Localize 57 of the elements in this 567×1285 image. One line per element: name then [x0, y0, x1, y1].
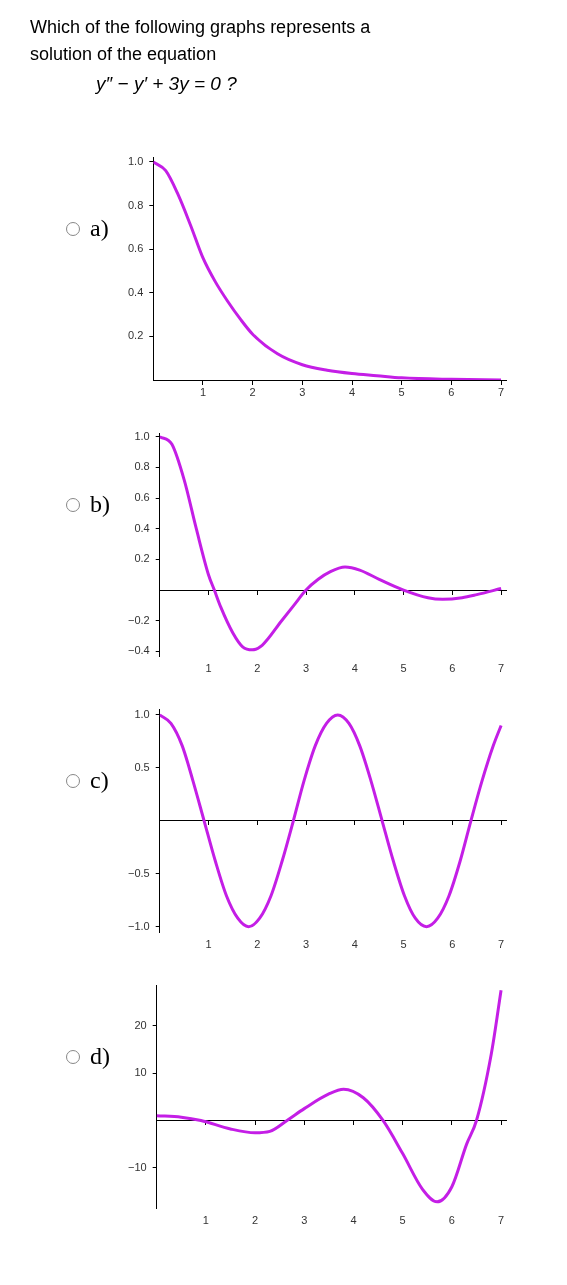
x-tick-label: 4: [350, 1213, 357, 1226]
y-tick-label: 0.2: [127, 329, 144, 342]
y-tick-label: −0.4: [128, 644, 150, 657]
line-series: [159, 435, 503, 652]
x-tick-label: 1: [199, 385, 207, 398]
x-tick-label: 2: [254, 937, 261, 950]
x-tick-label: 5: [399, 1213, 406, 1226]
y-tick-label: −1.0: [128, 919, 150, 932]
x-tick-label: 6: [448, 385, 455, 398]
x-tick-label: 1: [202, 1213, 209, 1226]
y-tick-label: 0.6: [134, 491, 150, 504]
x-tick-label: 3: [301, 1213, 308, 1226]
x-tick-label: 5: [398, 385, 405, 398]
x-tick-label: 1: [205, 937, 212, 950]
chart-subtitle: y″ − y′ + 3y = 0 ?: [96, 72, 238, 96]
y-tick-label: 0.2: [134, 552, 150, 565]
x-tick-label: 3: [299, 385, 306, 398]
y-tick-label: 0.8: [127, 198, 144, 211]
x-tick-label: 2: [254, 661, 261, 674]
x-tick-label: 6: [449, 661, 456, 674]
y-tick-label: 0.6: [127, 242, 144, 255]
x-tick-label: 7: [497, 385, 505, 398]
text: c): [90, 767, 109, 794]
text: a): [90, 215, 109, 242]
line-series: [159, 713, 503, 929]
y-tick-label: 10: [134, 1066, 147, 1079]
y-tick-label: 1.0: [127, 154, 144, 167]
y-tick-label: 1.0: [134, 707, 150, 720]
x-tick-label: 7: [498, 661, 505, 674]
x-tick-label: 4: [351, 661, 358, 674]
x-tick-label: 2: [252, 1213, 259, 1226]
x-tick-label: 6: [448, 1213, 455, 1226]
y-tick-label: −10: [127, 1160, 147, 1173]
text: d): [90, 1043, 110, 1070]
y-tick-label: 0.4: [134, 521, 150, 534]
chart-title: Which of the following graphs represents a solution of the equation: [30, 16, 372, 66]
y-tick-label: 0.4: [127, 285, 144, 298]
line-series: [156, 988, 503, 1204]
text: b): [90, 491, 110, 518]
x-tick-label: 3: [302, 937, 310, 950]
x-tick-label: 5: [400, 937, 407, 950]
line-series: [153, 160, 503, 380]
x-tick-label: 2: [249, 385, 256, 398]
y-tick-label: −0.2: [128, 613, 150, 626]
x-tick-label: 3: [302, 661, 310, 674]
x-tick-label: 5: [400, 661, 407, 674]
x-tick-label: 7: [498, 937, 505, 950]
x-tick-label: 4: [351, 937, 358, 950]
x-tick-label: 6: [449, 937, 456, 950]
y-tick-label: 0.8: [134, 460, 150, 473]
y-tick-label: −0.5: [128, 866, 150, 879]
x-tick-label: 7: [498, 1213, 505, 1226]
y-tick-label: 1.0: [134, 429, 150, 442]
x-tick-label: 4: [348, 385, 356, 398]
y-tick-label: 0.5: [134, 760, 150, 773]
y-tick-label: 20: [134, 1018, 147, 1031]
x-tick-label: 1: [205, 661, 212, 674]
